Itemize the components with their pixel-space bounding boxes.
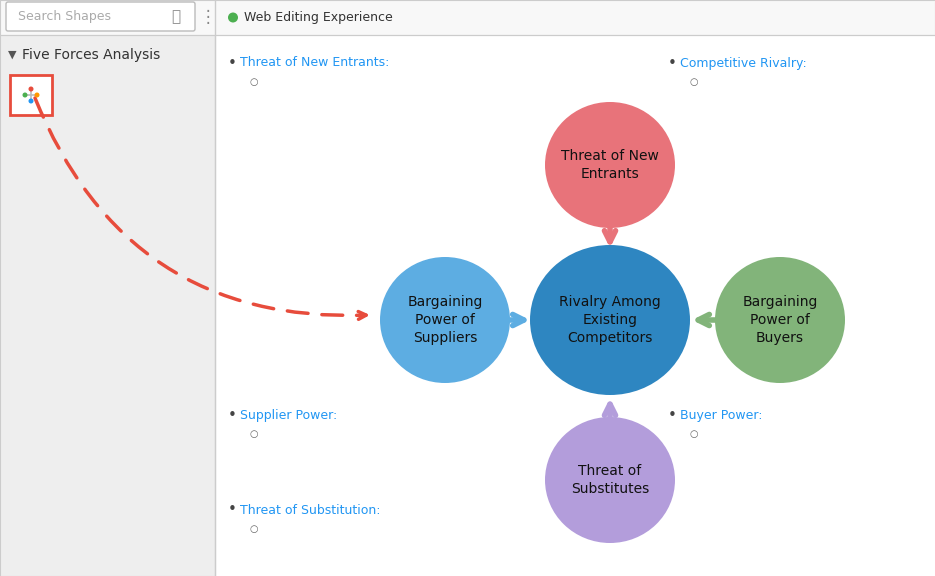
Ellipse shape [380,257,510,383]
Text: Threat of Substitution:: Threat of Substitution: [240,503,381,517]
Text: ○: ○ [250,524,258,534]
Text: ▼: ▼ [8,50,17,60]
Text: Threat of New Entrants:: Threat of New Entrants: [240,56,389,70]
Text: •: • [228,502,237,517]
Text: •: • [228,55,237,70]
Text: Competitive Rivalry:: Competitive Rivalry: [680,56,807,70]
Ellipse shape [715,257,845,383]
Text: •: • [668,55,677,70]
Text: Threat of
Substitutes: Threat of Substitutes [571,464,649,496]
Text: Web Editing Experience: Web Editing Experience [244,11,393,24]
Text: •: • [668,407,677,423]
FancyBboxPatch shape [10,75,52,115]
Text: ○: ○ [250,429,258,439]
Text: ○: ○ [690,429,698,439]
Ellipse shape [530,245,690,395]
Text: ⋮: ⋮ [200,7,217,25]
Text: ⌕: ⌕ [171,9,180,24]
Text: Search Shapes: Search Shapes [18,10,111,23]
Text: Five Forces Analysis: Five Forces Analysis [22,48,160,62]
Circle shape [35,93,39,97]
Circle shape [28,86,34,92]
Bar [0,0,215,576]
Text: ○: ○ [690,77,698,87]
Bar [0,0,935,35]
Text: ○: ○ [250,77,258,87]
Circle shape [228,13,238,22]
Text: Buyer Power:: Buyer Power: [680,408,763,422]
Ellipse shape [545,102,675,228]
Text: •: • [228,407,237,423]
Ellipse shape [545,417,675,543]
FancyBboxPatch shape [6,2,195,31]
Text: Rivalry Among
Existing
Competitors: Rivalry Among Existing Competitors [559,294,661,346]
Circle shape [28,98,34,104]
Text: Threat of New
Entrants: Threat of New Entrants [561,149,659,181]
Text: Supplier Power:: Supplier Power: [240,408,338,422]
Circle shape [22,93,27,97]
Text: Bargaining
Power of
Suppliers: Bargaining Power of Suppliers [408,294,482,346]
Text: Bargaining
Power of
Buyers: Bargaining Power of Buyers [742,294,818,346]
